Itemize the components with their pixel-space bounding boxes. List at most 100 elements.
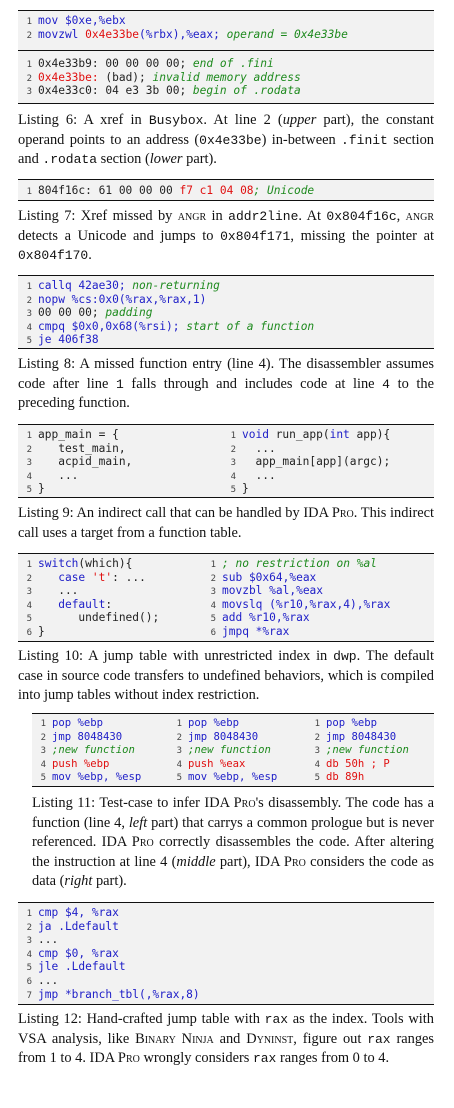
code-token: movzbl %al,%eax <box>222 584 324 598</box>
code-token: jmp 8048430 <box>188 730 259 743</box>
code-line: 2 case 't': ... <box>20 571 159 585</box>
line-number: 1 <box>26 17 32 27</box>
code-token: je 406f38 <box>38 333 99 347</box>
code-line: 2 test_main, <box>20 442 132 456</box>
code-token: ; no restriction on %al <box>222 557 377 570</box>
caption-text: detects a Unicode and jumps to <box>18 227 221 244</box>
code-line: 2 0x4e33be: (bad); invalid memory address <box>20 71 301 85</box>
line-number: 2 <box>230 444 236 455</box>
caption-text: as the index. Tools with VSA analysis, l… <box>18 1011 434 1047</box>
caption-text: 0x4e33be <box>199 132 262 148</box>
caption-text: ro <box>125 1050 140 1067</box>
code-line: 5} <box>224 482 390 496</box>
caption-text: part), IDA P <box>215 853 292 870</box>
code-token: app_main[app](argc); <box>242 455 391 469</box>
code-token: 00 00 00; <box>38 306 106 320</box>
code-token: sub $0x64,%eax <box>222 570 317 584</box>
code-token: case <box>58 570 86 584</box>
listing-11-middle: 1 pop %ebp 2 jmp 8048430 3 ;new function 4 push… <box>170 717 278 785</box>
line-number: 1 <box>26 187 32 197</box>
code-token: ja .Ldefault <box>38 919 119 933</box>
listing-10-right: 1; no restriction on %al 2 sub $0x64,%eax 3… <box>204 557 391 639</box>
caption-text: N <box>175 1030 193 1047</box>
listing-9-right: 1 void run_app(int app){2 ... 3 app_main[a… <box>224 428 391 496</box>
code-line: 1 mov $0xe,%ebx <box>20 14 348 28</box>
code-token: (%rbx),%eax; <box>139 27 227 41</box>
caption-text: 0x804f170 <box>18 248 89 264</box>
listing-9-code: 1 app_main = {2 test_main, 3 acpid_main, 4 … <box>18 424 434 498</box>
code-line: 2 sub $0x64,%eax <box>204 571 390 585</box>
line-number: 4 <box>26 600 32 611</box>
code-line: 1 callq 42ae30; non-returning <box>20 279 314 293</box>
line-number: 3 <box>210 587 216 598</box>
code-line: 4 movslq (%r10,%rax,4),%rax <box>204 597 391 612</box>
code-token: start of a function <box>186 319 315 333</box>
code-line: 3 ;new function <box>308 744 409 758</box>
code-token: jmpq *%rax <box>222 624 290 638</box>
listing-10-left: 1 switch(which){2 case 't': ... 3 ... 4 def… <box>20 557 160 639</box>
caption-text: . At line 2 ( <box>203 112 283 128</box>
caption-text: 4 <box>382 376 390 392</box>
code-token: mov %ebp, %esp <box>188 771 278 784</box>
code-token: ... <box>38 468 79 482</box>
listing-8-caption: Listing 8: A missed function entry (line… <box>18 355 434 414</box>
line-number: 5 <box>210 614 216 625</box>
code-token: ... <box>242 468 276 482</box>
code-line: 4 push %eax <box>170 758 277 772</box>
code-line: 2 jmp 8048430 <box>34 731 141 745</box>
line-number: 5 <box>176 773 182 784</box>
caption-text: Listing 6: A xref in <box>18 112 149 128</box>
line-number: 3 <box>314 746 320 757</box>
line-number: 1 <box>314 719 320 729</box>
caption-text: 1 <box>115 376 124 392</box>
code-line: 5 mov %ebp, %esp <box>34 771 142 785</box>
caption-text: correctly disassembles the code. After a… <box>32 834 434 870</box>
line-number: 2 <box>26 444 32 455</box>
code-token: movslq (%r10,%rax,4),%rax <box>222 597 391 611</box>
code-token: non-returning <box>132 279 220 292</box>
code-token: mov $0xe,%ebx <box>38 14 126 27</box>
code-token: pop %ebp <box>188 717 240 729</box>
line-number: 3 <box>26 87 32 98</box>
caption-text: . The default case in source code transf… <box>18 648 434 704</box>
code-token: default <box>58 597 106 611</box>
caption-text: inary <box>144 1030 176 1047</box>
code-line: 4 cmp $0, %rax <box>20 947 200 961</box>
code-line: 6} <box>20 625 159 639</box>
code-token <box>85 571 92 584</box>
line-number: 6 <box>26 627 32 638</box>
code-token: run_app( <box>268 428 330 441</box>
code-token: 804f16c: 61 00 00 00 <box>38 184 180 197</box>
line-number: 1 <box>176 719 182 729</box>
code-line: 3 app_main[app](argc); <box>224 455 391 469</box>
listing-6-lower: 1 0x4e33b9: 00 00 00 00; end of .fini 2 0x4… <box>20 57 301 98</box>
caption-text: , missing the pointer at <box>290 227 435 244</box>
line-number: 4 <box>176 759 182 770</box>
line-number: 2 <box>210 573 216 584</box>
line-number: 3 <box>40 746 46 757</box>
line-number: 5 <box>26 485 32 496</box>
line-number: 3 <box>230 458 236 469</box>
code-token: ... <box>38 584 79 598</box>
code-token: 0x4e33b9: 00 00 00 00; <box>38 57 193 70</box>
caption-text: ro <box>339 505 354 521</box>
code-line: 3 acpid_main, <box>20 455 133 469</box>
caption-text: rax <box>264 1012 289 1027</box>
caption-text: wrongly considers <box>139 1050 253 1067</box>
code-token: pop %ebp <box>326 717 378 729</box>
caption-text: rax <box>252 1051 277 1067</box>
caption-text: to the preceding function. <box>18 375 434 412</box>
caption-text: . <box>88 247 92 264</box>
code-line: 1 0x4e33b9: 00 00 00 00; end of .fini <box>20 57 301 71</box>
code-token: 0x4e33be <box>85 27 140 41</box>
caption-text: left <box>128 814 148 831</box>
code-token: undefined(); <box>38 611 160 625</box>
caption-text: ranges from 1 to 4. IDA P <box>18 1030 435 1067</box>
caption-text: inja <box>192 1030 214 1047</box>
caption-text: dwp <box>333 649 357 664</box>
code-token: jmp *branch_tbl(,%rax,8) <box>38 987 200 1001</box>
code-token: ... <box>242 441 276 455</box>
caption-text: angr <box>177 208 207 224</box>
caption-text: ro <box>139 834 154 851</box>
